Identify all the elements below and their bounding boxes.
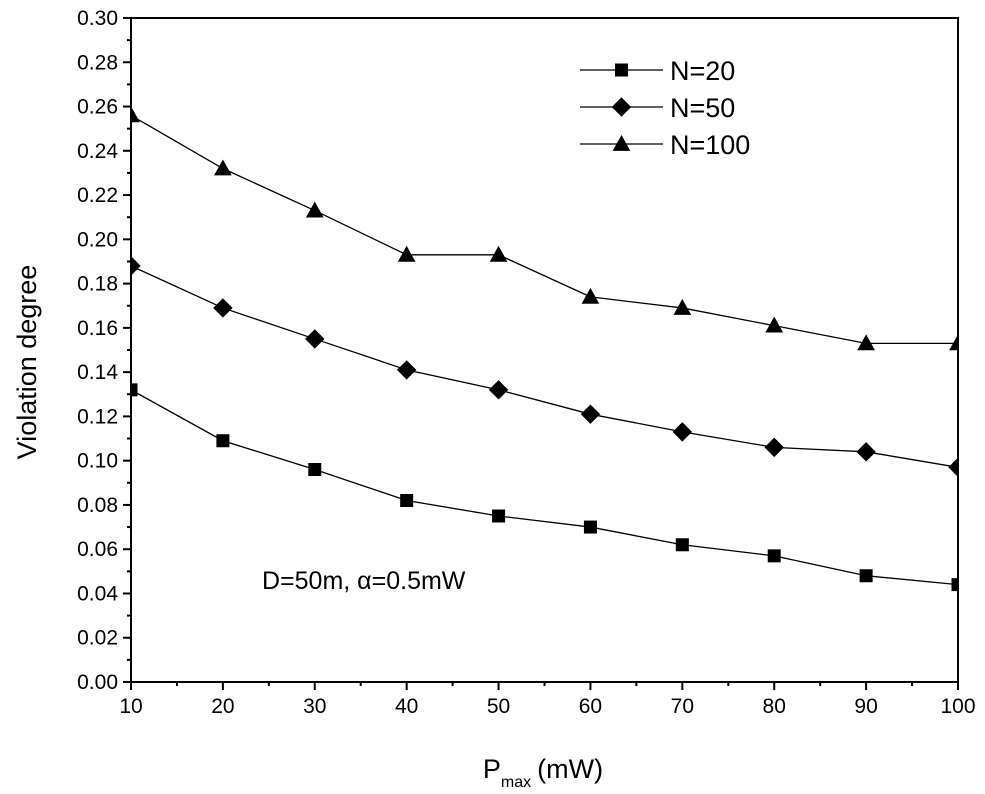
legend-marker (615, 63, 628, 77)
data-point-marker (488, 380, 509, 400)
series-layer (131, 106, 958, 592)
data-point-marker (308, 463, 322, 477)
data-point-marker (305, 329, 325, 349)
y-tick-label: 0.06 (77, 538, 118, 561)
data-point-marker (216, 434, 230, 448)
data-point-marker (131, 106, 140, 123)
legend-label: N=20 (670, 56, 735, 86)
data-point-marker (765, 316, 784, 333)
x-tick-label: 20 (211, 695, 234, 718)
data-point-marker (673, 298, 692, 315)
data-point-marker (400, 494, 414, 508)
legend: N=20 N=50 N=100 (580, 56, 750, 160)
y-tick-label: 0.24 (77, 140, 118, 163)
x-tick-label: 100 (940, 695, 975, 718)
data-point-marker (214, 159, 232, 176)
x-axis-title-subscript: max (501, 774, 531, 791)
data-point-marker (951, 578, 958, 592)
data-point-marker (581, 287, 600, 304)
data-point-marker (489, 245, 508, 262)
x-tick-label: 60 (579, 695, 602, 718)
x-tick-label: 40 (395, 695, 418, 718)
legend-label: N=100 (670, 130, 750, 160)
y-tick-label: 0.30 (77, 7, 118, 30)
data-point-marker (949, 334, 958, 351)
y-tick-label: 0.12 (77, 405, 118, 428)
y-tick-label: 0.08 (77, 494, 118, 517)
y-tick-label: 0.16 (77, 317, 118, 340)
data-point-marker (857, 334, 875, 351)
x-tick-label: 10 (119, 695, 142, 718)
y-tick-label: 0.04 (77, 582, 118, 605)
x-axis-title: Pmax (mW) (483, 754, 603, 791)
data-point-marker (948, 457, 958, 478)
data-point-marker (396, 360, 417, 380)
series-n-100 (131, 106, 958, 351)
annotation-parameters: D=50m, α=0.5mW (262, 567, 466, 595)
data-point-marker (131, 383, 138, 397)
y-axis: 0.00 0.02 0.04 0.06 0.08 0.10 0.12 0.14 0.16 0.18… (77, 7, 131, 694)
x-tick-label: 50 (487, 695, 510, 718)
data-point-marker (764, 437, 784, 458)
series-line (131, 265, 958, 468)
y-tick-label: 0.14 (77, 361, 118, 384)
legend-label: N=50 (670, 93, 735, 123)
series-n-50 (131, 256, 958, 478)
y-tick-label: 0.00 (77, 671, 118, 694)
data-point-marker (397, 245, 416, 262)
data-point-marker (213, 298, 233, 318)
y-tick-label: 0.10 (77, 450, 118, 473)
legend-entry: N=100 (580, 130, 750, 160)
x-tick-label: 30 (303, 695, 326, 718)
y-tick-label: 0.20 (77, 228, 118, 251)
data-point-marker (492, 509, 506, 523)
y-tick-label: 0.22 (77, 184, 118, 207)
series-line (131, 114, 958, 345)
y-axis-title: Violation degree (12, 265, 42, 460)
data-point-marker (859, 569, 873, 583)
data-point-marker (305, 201, 324, 218)
y-tick-label: 0.18 (77, 273, 118, 296)
x-axis-title-unit: (mW) (537, 754, 603, 784)
x-axis: 10 20 30 40 50 60 70 80 90 100 (119, 682, 976, 718)
y-tick-label: 0.26 (77, 96, 118, 119)
legend-marker (612, 134, 631, 151)
legend-marker (611, 97, 632, 117)
data-point-marker (675, 538, 689, 552)
y-tick-label: 0.28 (77, 51, 118, 74)
series-line (131, 389, 958, 586)
data-point-marker (583, 520, 597, 534)
data-point-marker (856, 442, 876, 462)
data-point-marker (767, 549, 781, 563)
data-point-marker (672, 422, 693, 442)
x-axis-title-main: P (483, 754, 501, 784)
legend-entry: N=50 (580, 93, 735, 123)
plot-frame (130, 17, 959, 683)
data-point-marker (131, 256, 141, 276)
data-point-marker (580, 404, 601, 424)
x-tick-label: 70 (671, 695, 694, 718)
series-n-20 (131, 383, 958, 592)
legend-entry: N=20 (580, 56, 735, 86)
x-tick-label: 80 (763, 695, 786, 718)
y-tick-label: 0.02 (77, 627, 118, 650)
x-tick-label: 90 (854, 695, 877, 718)
